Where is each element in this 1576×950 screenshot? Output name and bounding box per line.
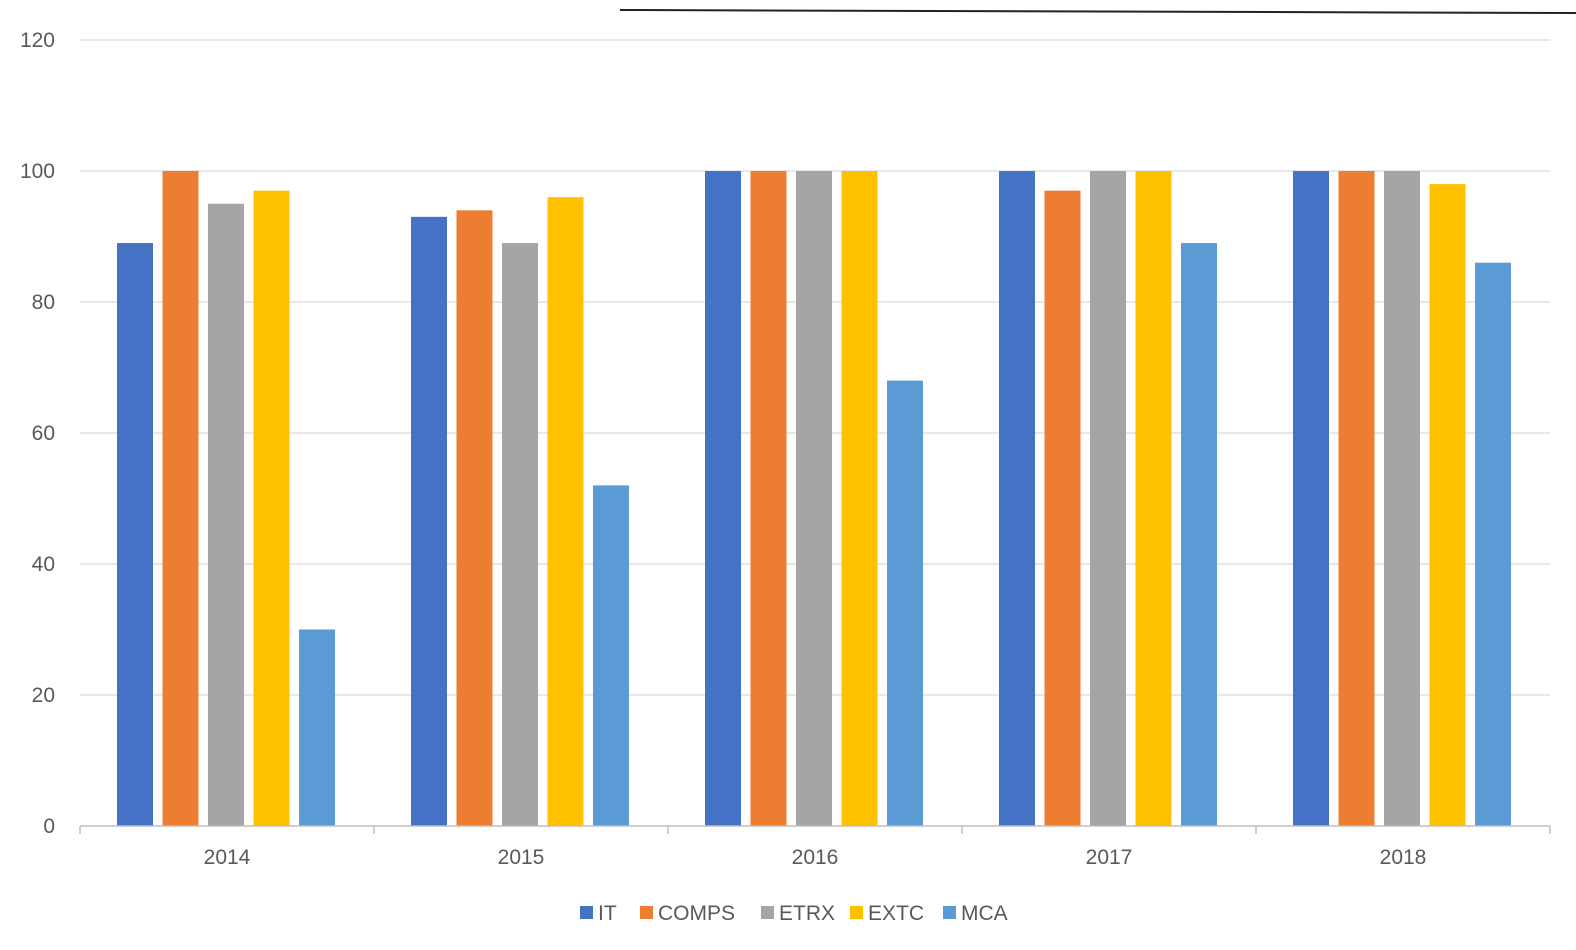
x-category-label: 2017 [1086,846,1133,869]
bar-etrx-2015 [502,243,538,827]
bar-comps-2017 [1044,190,1081,826]
legend-swatch [943,906,956,919]
y-tick-label: 60 [32,422,55,445]
bar-etrx-2017 [1090,171,1126,826]
legend-item-etrx: ETRX [761,902,835,925]
bar-mca-2015 [593,485,629,826]
bar-group-2018 [1293,171,1511,827]
bar-etrx-2018 [1384,171,1420,826]
bar-extc-2016 [841,171,878,826]
legend-swatch [580,906,593,919]
legend-item-extc: EXTC [850,902,924,925]
legend-item-mca: MCA [943,902,1008,925]
x-category-label: 2018 [1380,846,1427,869]
y-axis-tick-labels: 0 20 40 60 80 100 120 [20,29,55,838]
bar-group-2017 [999,171,1217,827]
legend-label: MCA [961,902,1008,925]
y-tick-label: 100 [20,160,55,183]
bar-it-2014 [117,243,153,827]
x-category-label: 2015 [498,846,545,869]
legend-label: IT [598,902,617,925]
y-tick-label: 40 [32,553,55,576]
y-tick-label: 80 [32,291,55,314]
legend-label: EXTC [868,902,924,925]
x-category-label: 2016 [792,846,839,869]
legend-swatch [640,906,653,919]
bar-etrx-2016 [796,171,832,826]
bar-comps-2015 [456,210,493,827]
bar-it-2016 [705,171,741,826]
top-border-line [619,9,1576,14]
y-tick-label: 120 [20,29,55,52]
bar-extc-2017 [1135,171,1172,826]
y-tick-label: 20 [32,684,55,707]
bar-extc-2015 [547,197,584,826]
legend-item-it: IT [580,902,617,925]
bar-extc-2018 [1429,184,1466,827]
legend-label: COMPS [658,902,735,925]
bar-it-2015 [411,216,447,827]
x-axis-category-labels: 2014 2015 2016 2017 2018 [204,846,1427,869]
legend-swatch [761,906,774,919]
bar-mca-2017 [1181,243,1217,827]
bar-comps-2016 [750,171,787,826]
bar-group-2015 [411,197,629,827]
x-category-label: 2014 [204,846,251,869]
bar-mca-2014 [299,629,335,826]
bars [117,171,1511,827]
bar-extc-2014 [253,190,290,826]
legend: IT COMPS ETRX EXTC MCA [580,902,1008,925]
bar-comps-2014 [162,171,199,826]
y-tick-label: 0 [43,815,55,838]
bar-group-2014 [117,171,335,827]
bar-comps-2018 [1338,171,1375,826]
bar-it-2018 [1293,171,1329,826]
bar-etrx-2014 [208,203,244,826]
bar-mca-2016 [887,380,923,826]
legend-label: ETRX [779,902,835,925]
bar-mca-2018 [1475,262,1511,826]
x-axis [79,825,1551,834]
bar-group-2016 [705,171,923,826]
bar-it-2017 [999,171,1035,826]
legend-swatch [850,906,863,919]
legend-item-comps: COMPS [640,902,735,925]
